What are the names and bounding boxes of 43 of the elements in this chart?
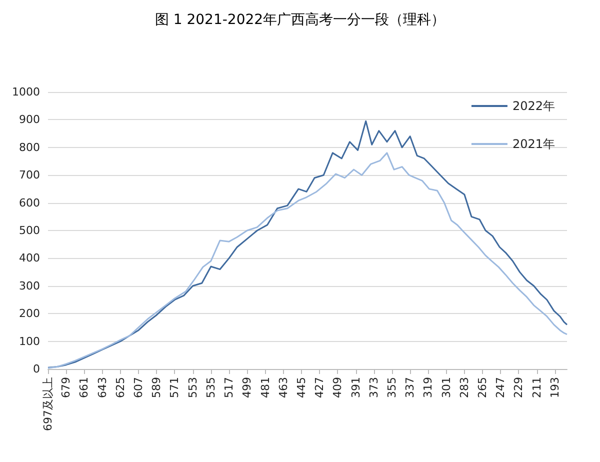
x-tick-label: 301 (440, 377, 453, 398)
x-tick-label: 373 (367, 377, 380, 398)
y-tick-label: 0 (33, 362, 40, 376)
x-tick-label: 697及以上 (42, 377, 54, 431)
x-tick-label: 679 (60, 377, 73, 398)
y-tick-label: 600 (19, 196, 40, 210)
x-tick-label: 553 (186, 377, 200, 398)
y-tick-label: 300 (19, 279, 40, 292)
x-tick-label: 463 (276, 377, 290, 398)
x-tick-label: 391 (349, 377, 362, 398)
x-tick-label: 625 (114, 377, 127, 398)
y-tick-label: 1000 (12, 86, 40, 98)
y-tick-label: 900 (19, 113, 40, 126)
y-tick-label: 400 (19, 252, 40, 265)
x-tick-label: 337 (404, 377, 417, 398)
y-tick-label: 200 (19, 307, 40, 320)
y-tick-label: 700 (19, 168, 40, 182)
x-tick-label: 319 (422, 377, 435, 398)
x-tick-label: 265 (476, 377, 490, 398)
x-tick-label: 229 (512, 377, 526, 398)
y-tick-label: 800 (19, 140, 40, 154)
x-tick-label: 445 (294, 377, 308, 398)
x-tick-label: 661 (78, 377, 91, 398)
chart-title: 图 1 2021-2022年广西高考一分一段（理科） (154, 12, 446, 28)
x-tick-label: 283 (458, 377, 471, 398)
x-tick-label: 517 (222, 377, 236, 398)
x-tick-label: 247 (494, 377, 508, 398)
x-tick-label: 409 (331, 377, 344, 398)
x-tick-label: 499 (240, 377, 254, 398)
x-tick-label: 427 (313, 377, 326, 398)
x-tick-label: 193 (548, 377, 562, 398)
legend-label: 2022年 (512, 99, 556, 113)
legend-label: 2021年 (512, 137, 556, 151)
x-tick-label: 211 (530, 377, 544, 398)
x-tick-label: 355 (385, 377, 398, 398)
x-tick-label: 589 (150, 377, 164, 398)
y-tick-label: 100 (19, 334, 40, 348)
x-tick-label: 535 (204, 377, 218, 398)
x-tick-label: 571 (168, 377, 182, 398)
x-tick-label: 643 (96, 377, 109, 398)
x-tick-label: 481 (258, 377, 272, 398)
y-tick-label: 500 (19, 224, 40, 237)
x-tick-label: 607 (132, 377, 146, 398)
